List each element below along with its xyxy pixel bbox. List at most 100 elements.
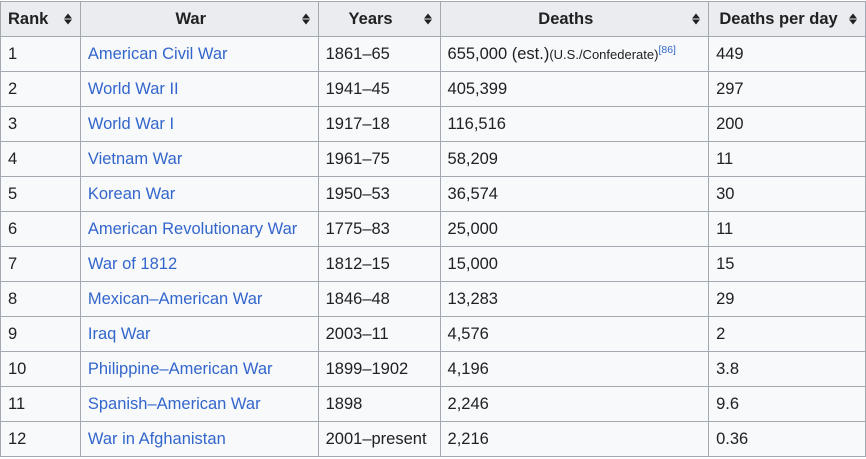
years-cell: 1861–65 [317,36,441,72]
war-link[interactable]: Vietnam War [87,149,183,168]
table-row: 10 Philippine–American War 1899–1902 4,1… [0,351,866,387]
deaths-per-day-cell: 3.8 [708,351,866,387]
war-cell: War in Afghanistan [79,421,319,457]
rank-cell: 3 [0,106,81,142]
sort-down-arrow-icon [63,19,72,25]
sort-down-arrow-icon [423,19,432,25]
war-cell: Vietnam War [79,141,319,177]
deaths-value: 36,574 [447,184,498,203]
years-cell: 1812–15 [317,246,441,282]
column-header-war[interactable]: War [79,1,319,37]
deaths-per-day-cell: 9.6 [708,386,866,422]
rank-cell: 9 [0,316,81,352]
war-link[interactable]: Spanish–American War [87,394,261,413]
war-cell: Mexican–American War [79,281,319,317]
years-cell: 1846–48 [317,281,441,317]
sort-icon[interactable] [849,13,857,25]
war-cell: World War I [79,106,319,142]
deaths-cell: 2,246 [439,386,710,422]
table-row: 7 War of 1812 1812–15 15,000 15 [0,246,866,282]
deaths-per-day-cell: 11 [708,141,866,177]
deaths-value: 405,399 [447,79,508,98]
years-cell: 1950–53 [317,176,441,212]
sort-up-arrow-icon [849,13,857,19]
column-header-years[interactable]: Years [317,1,441,37]
table-row: 11 Spanish–American War 1898 2,246 9.6 [0,386,866,422]
deaths-cell: 405,399 [439,71,710,107]
rank-cell: 4 [0,141,81,177]
deaths-per-day-cell: 297 [708,71,866,107]
deaths-per-day-cell: 0.36 [708,421,866,457]
war-cell: Korean War [79,176,319,212]
sort-up-arrow-icon [423,13,432,19]
deaths-cell: 25,000 [439,211,710,247]
table-row: 3 World War I 1917–18 116,516 200 [0,106,866,142]
war-link[interactable]: American Civil War [87,44,228,63]
header-label: War [175,9,207,28]
rank-cell: 6 [0,211,81,247]
years-cell: 1899–1902 [317,351,441,387]
war-cell: Spanish–American War [79,386,319,422]
deaths-per-day-cell: 200 [708,106,866,142]
sort-icon[interactable] [63,13,72,25]
deaths-note: (U.S./Confederate) [549,47,659,62]
years-cell: 1775–83 [317,211,441,247]
war-link[interactable]: Iraq War [87,324,151,343]
war-link[interactable]: American Revolutionary War [87,219,298,238]
war-link[interactable]: Korean War [87,184,176,203]
sort-icon[interactable] [423,13,432,25]
war-cell: War of 1812 [79,246,319,282]
sort-up-arrow-icon [63,13,72,19]
war-cell: American Revolutionary War [79,211,319,247]
sort-up-arrow-icon [692,13,701,19]
rank-cell: 12 [0,421,81,457]
war-link[interactable]: World War I [87,114,175,133]
reference-link[interactable]: [86] [658,44,676,56]
deaths-cell: 655,000 (est.)(U.S./Confederate)[86] [439,36,710,72]
header-label: Rank [8,9,49,28]
war-cell: Iraq War [79,316,319,352]
deaths-cell: 36,574 [439,176,710,212]
war-link[interactable]: Mexican–American War [87,289,263,308]
deaths-value: 4,576 [447,324,489,343]
rank-cell: 8 [0,281,81,317]
deaths-value: 4,196 [447,359,489,378]
sort-icon[interactable] [301,13,310,25]
header-label: Years [348,9,393,28]
years-cell: 2003–11 [317,316,441,352]
years-cell: 1898 [317,386,441,422]
deaths-cell: 4,196 [439,351,710,387]
war-link[interactable]: World War II [87,79,179,98]
rank-cell: 11 [0,386,81,422]
table-row: 6 American Revolutionary War 1775–83 25,… [0,211,866,247]
column-header-rank[interactable]: Rank [0,1,81,37]
war-cell: American Civil War [79,36,319,72]
years-cell: 1941–45 [317,71,441,107]
sort-up-arrow-icon [301,13,310,19]
table-row: 5 Korean War 1950–53 36,574 30 [0,176,866,212]
deaths-per-day-cell: 11 [708,211,866,247]
war-link[interactable]: War of 1812 [87,254,178,273]
sort-icon[interactable] [692,13,701,25]
war-link[interactable]: War in Afghanistan [87,429,226,448]
table-row: 2 World War II 1941–45 405,399 297 [0,71,866,107]
rank-cell: 5 [0,176,81,212]
sort-down-arrow-icon [301,19,310,25]
deaths-per-day-cell: 29 [708,281,866,317]
deaths-value: 13,283 [447,289,498,308]
column-header-deaths-per-day[interactable]: Deaths per day [708,1,866,37]
deaths-value: 655,000 (est.) [447,45,550,63]
deaths-value: 2,216 [447,429,489,448]
table-row: 9 Iraq War 2003–11 4,576 2 [0,316,866,352]
column-header-deaths[interactable]: Deaths [439,1,710,37]
table-row: 1 American Civil War 1861–65 655,000 (es… [0,36,866,72]
war-link[interactable]: Philippine–American War [87,359,273,378]
deaths-value: 25,000 [447,219,498,238]
deaths-value: 15,000 [447,254,498,273]
rank-cell: 10 [0,351,81,387]
table-row: 12 War in Afghanistan 2001–present 2,216… [0,421,866,457]
years-cell: 1917–18 [317,106,441,142]
years-cell: 1961–75 [317,141,441,177]
deaths-per-day-cell: 449 [708,36,866,72]
